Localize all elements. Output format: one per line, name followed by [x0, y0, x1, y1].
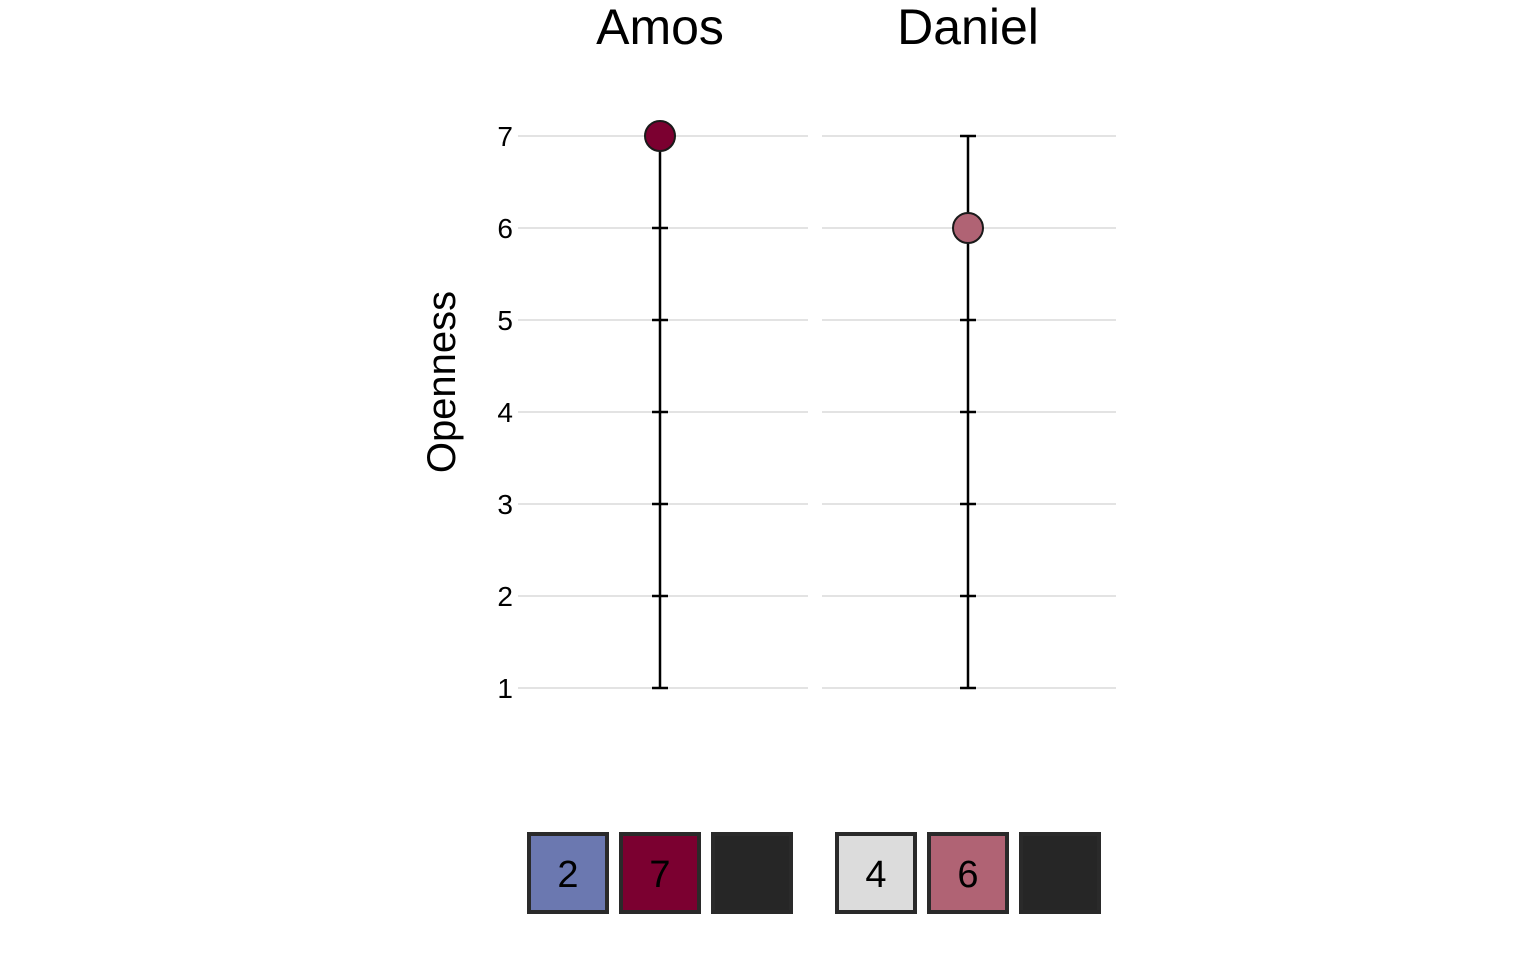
value-box: [527, 832, 609, 914]
panels: Amos 2 7 Daniel 4 6: [518, 0, 1116, 914]
panel-amos: Amos 2 7: [518, 0, 808, 914]
data-point: [952, 212, 984, 244]
panel-title: Amos: [596, 0, 724, 55]
y-tick-label: 4: [497, 397, 513, 428]
y-tick-label: 7: [497, 121, 513, 152]
y-tick-label: 5: [497, 305, 513, 336]
value-box: [1019, 832, 1101, 914]
value-box: [927, 832, 1009, 914]
value-box-label: 4: [865, 854, 886, 896]
panel-title: Daniel: [897, 0, 1039, 55]
y-tick-label: 6: [497, 213, 513, 244]
value-box: [711, 832, 793, 914]
y-axis-ticks: 1 2 3 4 5 6 7: [497, 121, 513, 704]
y-axis-label: Openness: [420, 291, 464, 473]
data-point: [644, 120, 676, 152]
value-box: [835, 832, 917, 914]
y-tick-label: 3: [497, 489, 513, 520]
panel-daniel: Daniel 4 6: [822, 0, 1116, 914]
value-box-label: 2: [557, 854, 578, 896]
y-tick-label: 2: [497, 581, 513, 612]
y-tick-label: 1: [497, 673, 513, 704]
value-box-label: 6: [957, 854, 978, 896]
value-box-label: 7: [649, 854, 670, 896]
value-box: [619, 832, 701, 914]
